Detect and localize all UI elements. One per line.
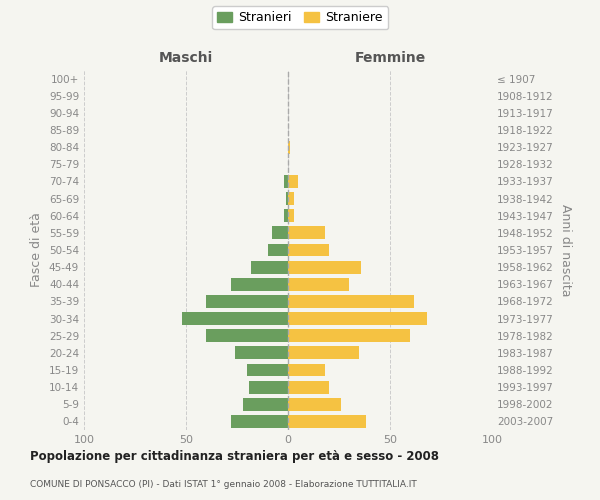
Bar xyxy=(231,415,288,428)
Y-axis label: Anni di nascita: Anni di nascita xyxy=(559,204,572,296)
Bar xyxy=(288,192,294,205)
Bar xyxy=(288,346,359,360)
Bar xyxy=(288,278,349,290)
Bar xyxy=(235,346,288,360)
Bar xyxy=(206,330,288,342)
Bar xyxy=(288,244,329,256)
Bar xyxy=(286,192,288,205)
Bar xyxy=(288,140,290,153)
Text: Maschi: Maschi xyxy=(159,51,213,65)
Bar xyxy=(288,295,415,308)
Bar xyxy=(231,278,288,290)
Bar xyxy=(284,210,288,222)
Bar xyxy=(182,312,288,325)
Bar xyxy=(284,175,288,188)
Bar xyxy=(206,295,288,308)
Bar xyxy=(243,398,288,410)
Bar xyxy=(288,330,410,342)
Bar xyxy=(288,364,325,376)
Bar xyxy=(288,260,361,274)
Bar xyxy=(249,380,288,394)
Bar xyxy=(288,210,294,222)
Bar xyxy=(251,260,288,274)
Legend: Stranieri, Straniere: Stranieri, Straniere xyxy=(212,6,388,29)
Bar xyxy=(288,175,298,188)
Text: Femmine: Femmine xyxy=(355,51,425,65)
Bar xyxy=(288,398,341,410)
Text: COMUNE DI PONSACCO (PI) - Dati ISTAT 1° gennaio 2008 - Elaborazione TUTTITALIA.I: COMUNE DI PONSACCO (PI) - Dati ISTAT 1° … xyxy=(30,480,417,489)
Y-axis label: Fasce di età: Fasce di età xyxy=(31,212,43,288)
Bar xyxy=(247,364,288,376)
Bar xyxy=(272,226,288,239)
Bar xyxy=(268,244,288,256)
Bar xyxy=(288,226,325,239)
Bar xyxy=(288,415,365,428)
Bar xyxy=(288,312,427,325)
Bar xyxy=(288,380,329,394)
Text: Popolazione per cittadinanza straniera per età e sesso - 2008: Popolazione per cittadinanza straniera p… xyxy=(30,450,439,463)
